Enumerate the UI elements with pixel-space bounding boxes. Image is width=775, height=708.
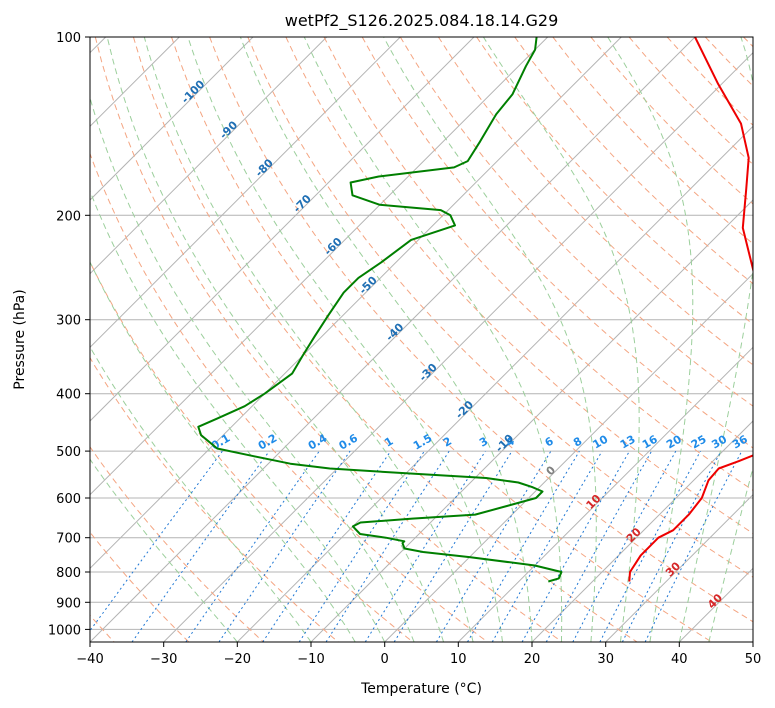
isotherm-line bbox=[605, 493, 753, 642]
moist-adiabat bbox=[383, 37, 597, 642]
moist-adiabat bbox=[607, 37, 694, 642]
moist-adiabat bbox=[482, 37, 640, 642]
dry-adiabat bbox=[90, 152, 488, 642]
mixing-ratio-line bbox=[90, 450, 223, 632]
y-tick-label: 900 bbox=[56, 596, 81, 611]
mixing-ratio-line bbox=[599, 450, 701, 642]
mixing-ratio-line bbox=[435, 450, 552, 642]
dry-adiabat bbox=[209, 37, 753, 623]
background-lines bbox=[90, 37, 753, 642]
x-tick-label: −30 bbox=[150, 652, 177, 667]
mixing-ratio-line bbox=[364, 450, 486, 642]
mixing-ratio-line bbox=[644, 450, 743, 642]
moist-adiabat bbox=[90, 458, 238, 642]
moist-adiabat bbox=[708, 466, 753, 642]
y-axis-title: Pressure (hPa) bbox=[12, 289, 28, 389]
moist-adiabat bbox=[106, 37, 445, 642]
mixing-ratio-line bbox=[185, 450, 320, 642]
isotherm-line bbox=[236, 125, 753, 642]
axes: −40 −30 −20 −10 0 10 20 30 40 50 100 200 300 400 500 60… bbox=[48, 31, 761, 667]
moist-adiabat bbox=[90, 189, 386, 642]
isotherm-line bbox=[384, 272, 753, 642]
temperature-profile bbox=[628, 37, 753, 582]
moist-adiabat bbox=[303, 37, 563, 642]
x-tick-label: −20 bbox=[224, 652, 251, 667]
isotherm-line bbox=[90, 37, 254, 201]
sounding-profiles bbox=[197, 37, 753, 583]
x-tick-label: 30 bbox=[597, 652, 614, 667]
dry-adiabat bbox=[476, 37, 753, 325]
y-tick-label: 700 bbox=[56, 532, 81, 547]
dry-adiabat bbox=[171, 37, 712, 642]
plot-frame bbox=[89, 36, 754, 643]
y-tick-label: 500 bbox=[56, 445, 81, 460]
mixing-ratio-line bbox=[467, 450, 580, 642]
dry-adiabat bbox=[514, 37, 753, 285]
x-axis-title: Temperature (°C) bbox=[360, 681, 482, 697]
isotherm-line bbox=[90, 37, 622, 570]
mixing-ratio-line bbox=[325, 450, 450, 642]
dry-adiabat bbox=[90, 356, 339, 642]
x-tick-label: −40 bbox=[76, 652, 103, 667]
x-tick-label: −10 bbox=[297, 652, 324, 667]
isotherm-line bbox=[163, 51, 753, 642]
moist-adiabat bbox=[143, 37, 474, 642]
y-tick-label: 1000 bbox=[48, 623, 81, 638]
mixing-ratio-line bbox=[545, 450, 653, 642]
dry-adiabat bbox=[285, 37, 753, 535]
moist-adiabat bbox=[678, 37, 753, 642]
mixing-ratio-line bbox=[393, 450, 513, 642]
mixing-ratio-line bbox=[621, 450, 722, 642]
dry-adiabat bbox=[94, 37, 563, 642]
isotherm-line bbox=[90, 37, 328, 275]
y-tick-label: 400 bbox=[56, 388, 81, 403]
y-tick-label: 200 bbox=[56, 209, 81, 224]
mixing-ratio-line bbox=[298, 450, 425, 642]
dry-adiabat bbox=[90, 446, 264, 642]
dry-adiabat bbox=[437, 37, 753, 366]
isotherm-line bbox=[531, 420, 753, 642]
dry-adiabat bbox=[323, 37, 753, 491]
y-tick-label: 100 bbox=[56, 31, 81, 46]
y-tick-label: 300 bbox=[56, 314, 81, 329]
chart-title: wetPf2_S126.2025.084.18.14.G29 bbox=[285, 11, 559, 31]
dry-adiabat bbox=[90, 260, 414, 642]
isotherm-line bbox=[90, 37, 549, 496]
x-tick-label: 20 bbox=[524, 652, 541, 667]
dry-adiabat bbox=[132, 37, 638, 642]
mixing-ratio-line bbox=[491, 450, 603, 642]
isotherm-line bbox=[90, 37, 696, 642]
x-tick-label: 0 bbox=[381, 652, 389, 667]
x-tick-label: 50 bbox=[745, 652, 762, 667]
moist-adiabat bbox=[90, 260, 356, 642]
mixing-ratio-line bbox=[572, 450, 677, 642]
mixing-ratio-line bbox=[131, 450, 270, 642]
dewpoint-profile bbox=[197, 37, 563, 583]
x-tick-label: 40 bbox=[671, 652, 688, 667]
moist-adiabat bbox=[187, 37, 503, 642]
moist-adiabat bbox=[239, 37, 533, 642]
moist-adiabat bbox=[90, 345, 312, 642]
y-tick-label: 600 bbox=[56, 492, 81, 507]
moist-adiabat bbox=[90, 96, 415, 642]
isotherm-line bbox=[90, 37, 475, 422]
y-tick-label: 800 bbox=[56, 566, 81, 581]
dry-adiabat bbox=[247, 37, 753, 578]
mixing-ratio-line bbox=[521, 450, 630, 642]
isotherm-line bbox=[90, 37, 401, 349]
x-tick-label: 10 bbox=[450, 652, 467, 667]
